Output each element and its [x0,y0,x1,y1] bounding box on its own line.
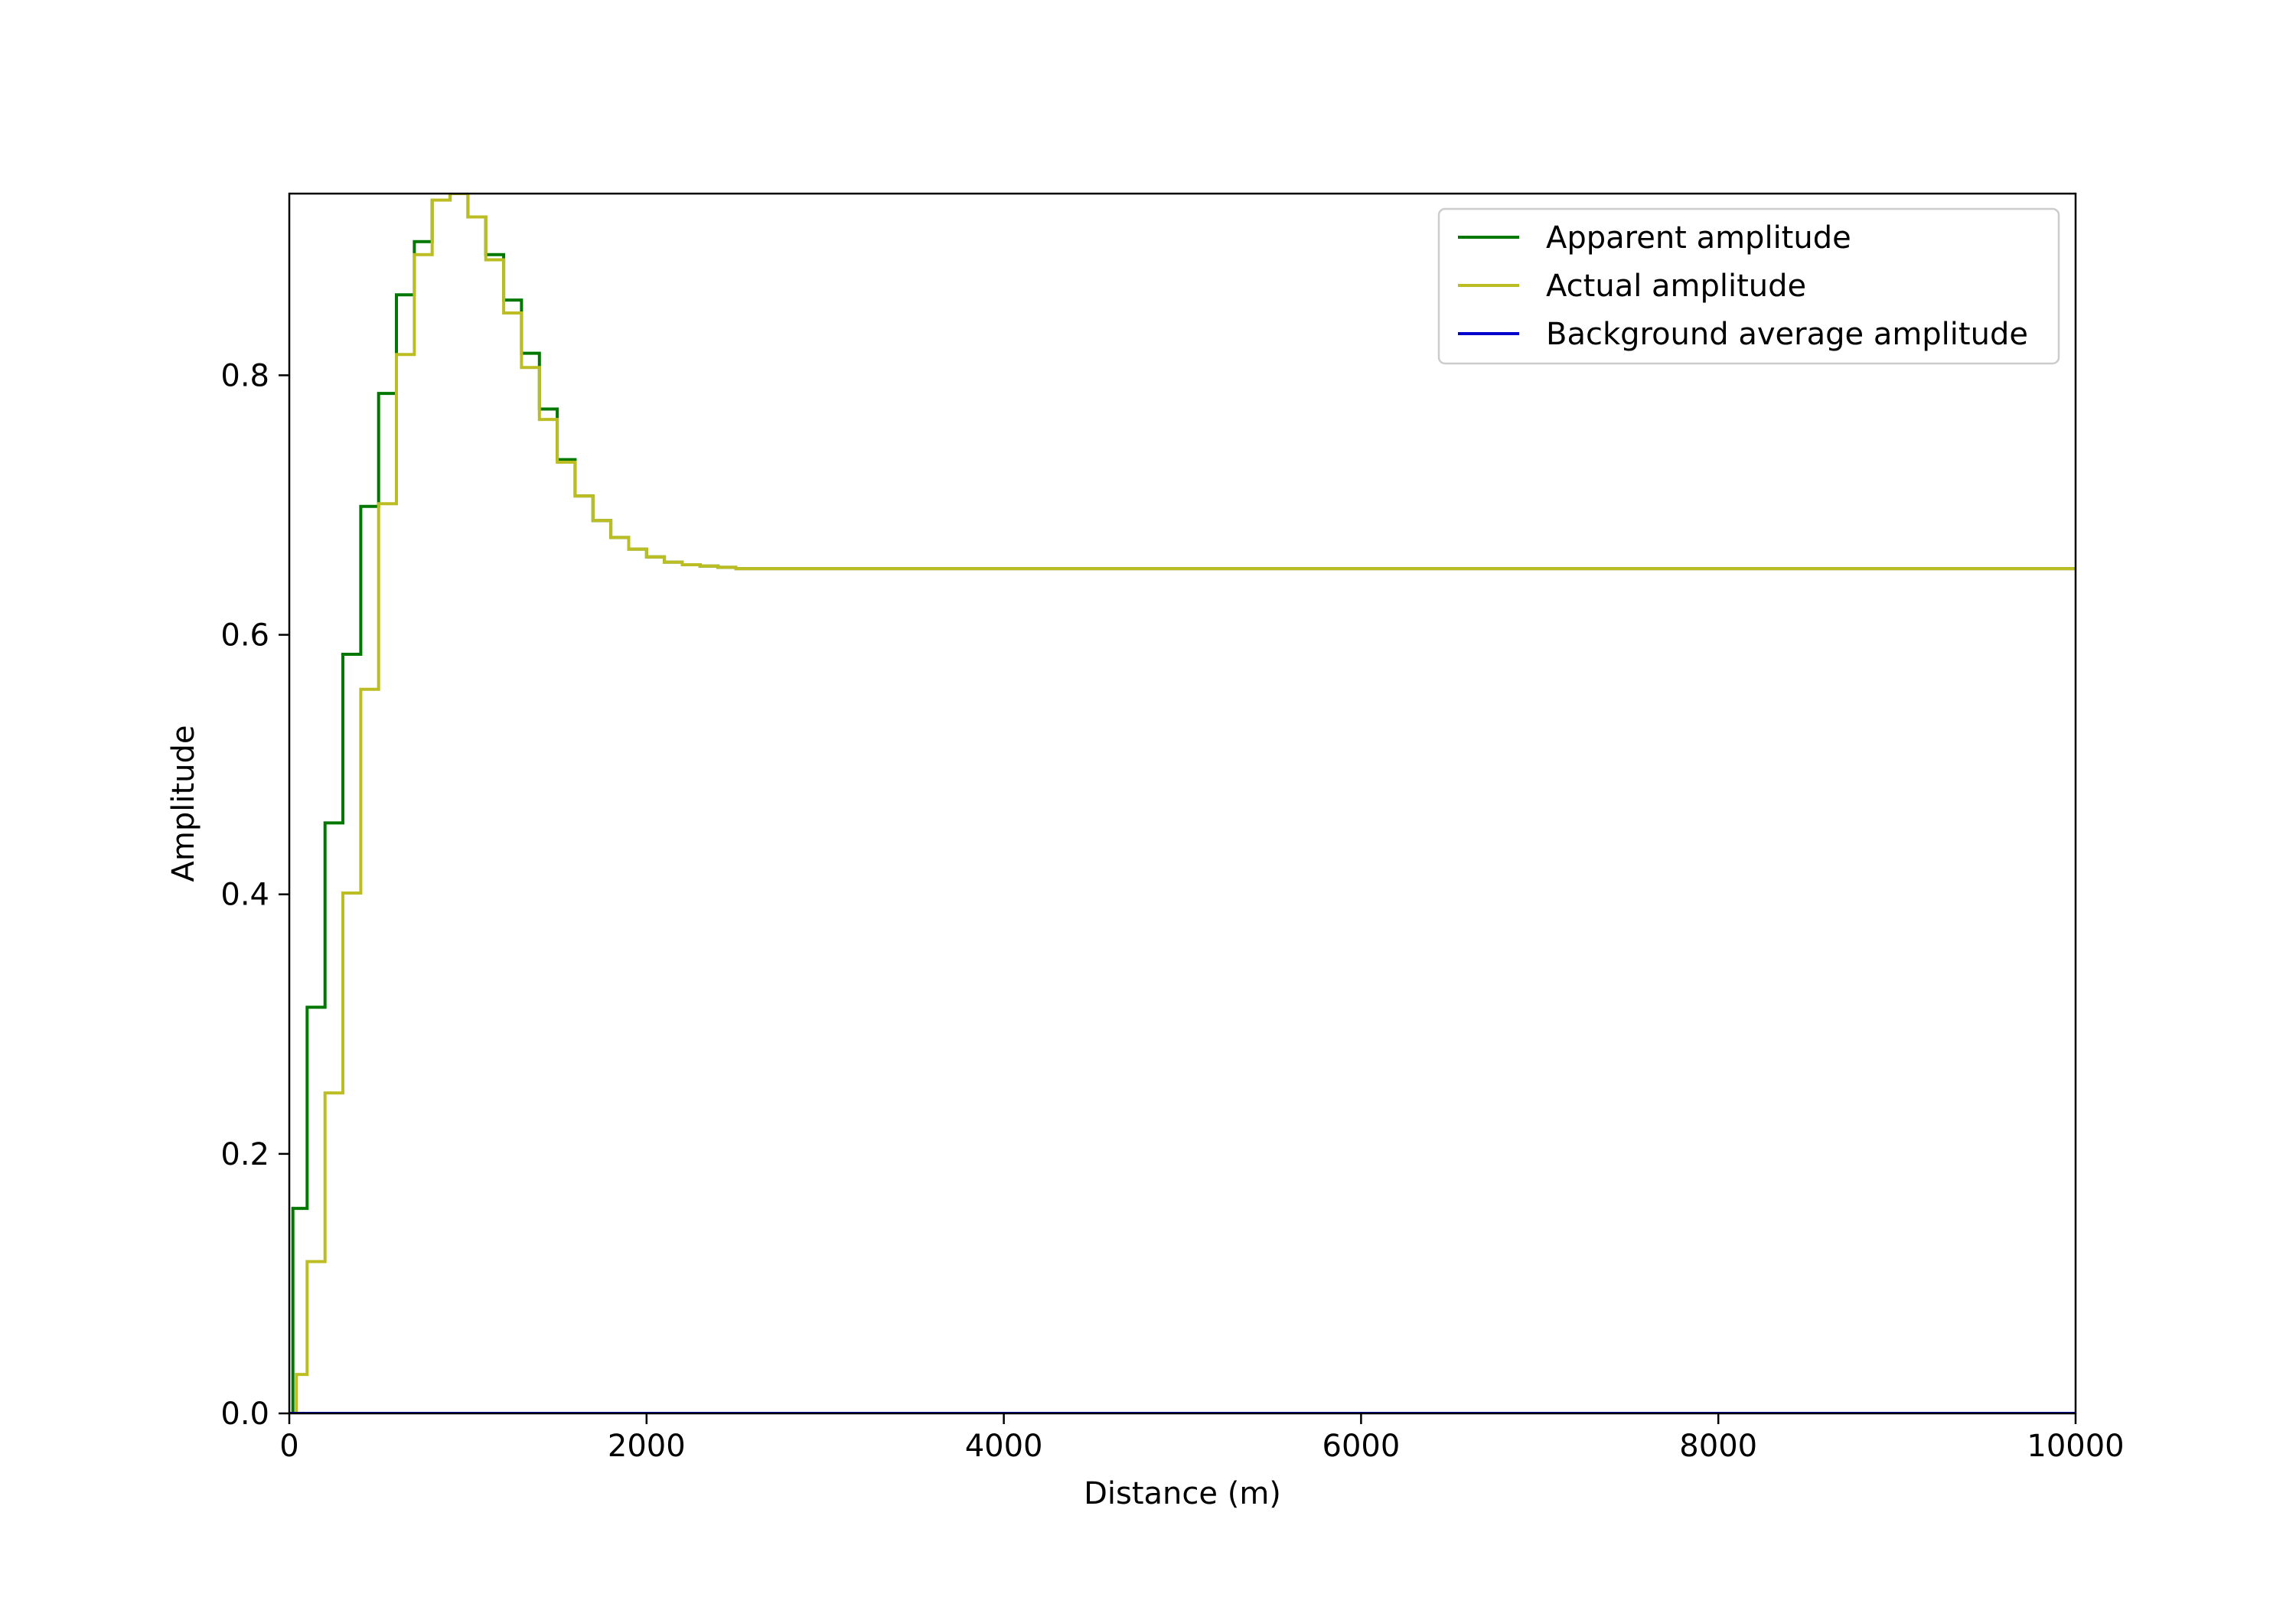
series-layer [289,194,2076,1413]
x-axis: 0 2000 4000 6000 8000 10000 [279,1413,2125,1464]
x-axis-title: Distance (m) [1084,1476,1281,1511]
series-line-1 [289,194,2076,1413]
legend-box [1437,207,2060,365]
x-tick-label: 0 [279,1429,298,1464]
x-tick-label: 4000 [965,1429,1043,1464]
x-tick-label: 2000 [608,1429,686,1464]
plot-frame [288,192,2077,1415]
legend-label-0: Apparent amplitude [1546,220,1851,256]
y-axis: 0.0 0.2 0.4 0.6 0.8 [220,358,289,1432]
y-axis-title: Amplitude [166,725,201,882]
y-tick-label: 0.0 [220,1397,269,1432]
legend-label-2: Background average amplitude [1546,317,2028,352]
legend: Apparent amplitude Actual amplitude Backgr… [1437,207,2060,365]
legend-label-1: Actual amplitude [1546,269,1806,304]
y-tick-label: 0.4 [220,878,269,913]
y-tick-label: 0.6 [220,618,269,654]
x-tick-label: 6000 [1322,1429,1401,1464]
y-tick-label: 0.2 [220,1137,269,1172]
y-tick-label: 0.8 [220,358,269,393]
x-tick-label: 10000 [2027,1429,2124,1464]
x-tick-label: 8000 [1679,1429,1757,1464]
